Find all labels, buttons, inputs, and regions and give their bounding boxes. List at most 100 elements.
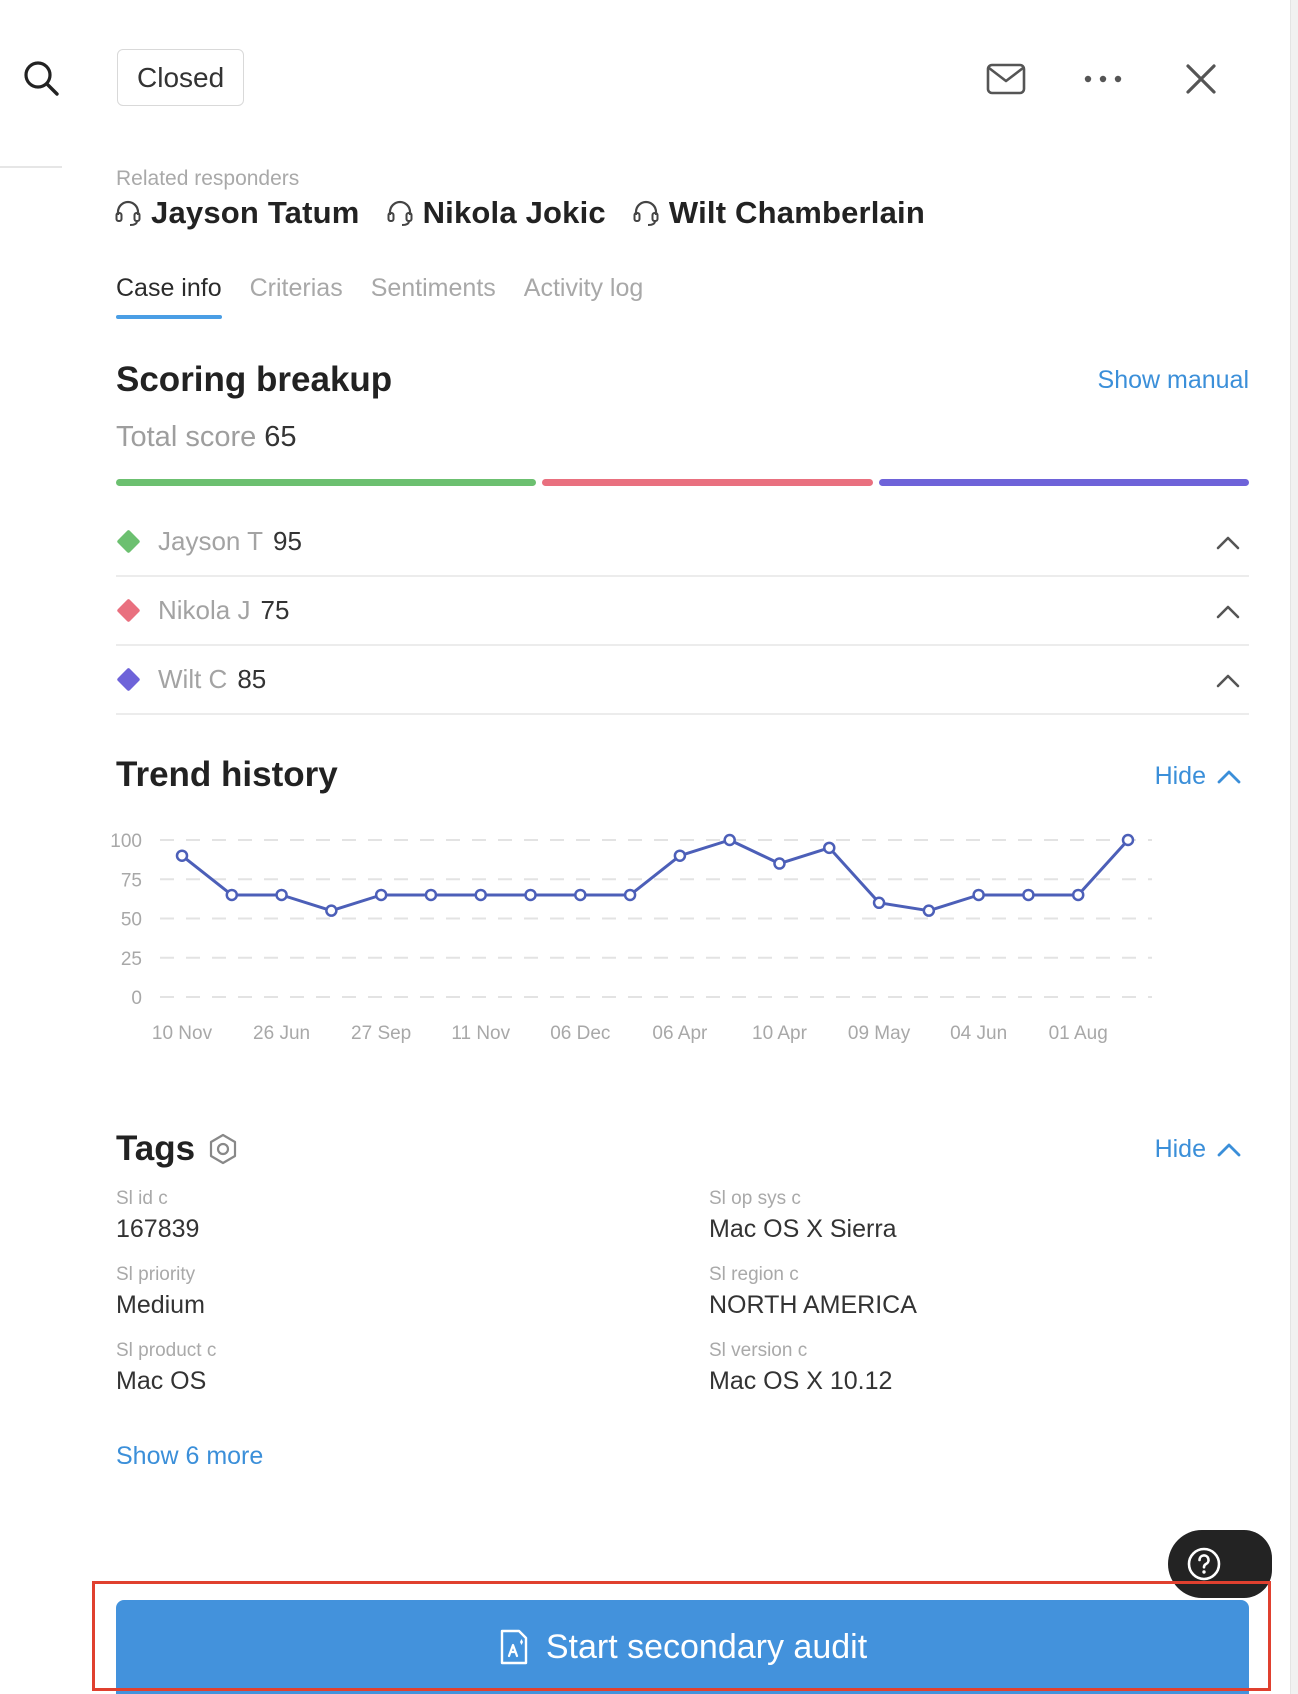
chevron-up-icon[interactable] [1215,530,1241,556]
total-score: Total score 65 [116,421,297,454]
data-point [474,888,487,902]
related-responders-label: Related responders [116,167,300,190]
trend-history-chart: 100 75 50 25 0 10 Nov 26 Jun 27 Sep 11 Nov 06 Dec… [110,831,1152,1044]
data-point [574,888,587,902]
responders-list: Jayson Tatum Nikola Jokic Wilt Chamberla… [114,195,951,231]
hide-trend-button[interactable]: Hide [1155,762,1242,791]
score-row-name: Nikola J [158,595,251,625]
data-point [175,849,189,862]
search-button[interactable] [18,55,64,101]
data-point [374,888,388,902]
start-secondary-audit-label: Start secondary audit [545,1627,868,1666]
chevron-up-icon [1217,770,1241,783]
tag-label: Sl product c [116,1340,217,1361]
tag-value: 167839 [116,1215,200,1243]
left-divider [0,166,62,168]
score-row-value: 85 [237,664,267,694]
x-tick-label: 06 Dec [550,1023,610,1044]
data-point [723,833,736,847]
tag-value: Mac OS [116,1367,207,1395]
y-tick-label: 75 [121,870,142,891]
score-segment-jayson [116,479,536,486]
close-button[interactable] [1176,54,1226,104]
tag-item: Sl version c Mac OS X 10.12 [709,1340,1289,1396]
score-segment-nikola [542,479,873,486]
show-more-tags-link[interactable]: Show 6 more [116,1442,264,1470]
data-point [325,904,338,917]
responder-jayson-tatum[interactable]: Jayson Tatum [114,195,360,231]
data-point [922,904,936,917]
tag-value: Medium [116,1291,205,1319]
show-manual-link[interactable]: Show manual [1097,366,1249,394]
responder-name: Jayson Tatum [151,195,360,230]
status-badge: Closed [117,49,245,106]
tag-value: NORTH AMERICA [709,1291,917,1319]
tag-label: Sl region c [709,1264,799,1285]
data-point [773,857,786,870]
gear-icon[interactable] [207,1133,239,1165]
diamond-icon [116,529,141,554]
score-row-jayson[interactable]: Jayson T 95 [116,508,1249,577]
scoring-breakup-title: Scoring breakup [116,360,393,399]
document-icon [500,1629,528,1665]
diamond-icon [116,667,141,692]
hide-tags-label: Hide [1154,1135,1206,1163]
data-point [1022,888,1035,902]
tab-criterias[interactable]: Criterias [249,274,343,302]
score-row-name: Wilt C [158,664,228,694]
mail-icon [986,63,1026,95]
x-tick-label: 10 Apr [752,1023,808,1044]
x-tick-label: 27 Sep [351,1023,411,1044]
score-row-name: Jayson T [158,526,264,556]
responder-score-list: Jayson T 95 Nikola J 75 Wilt C 85 [116,508,1249,715]
tab-activity-log[interactable]: Activity log [523,274,644,302]
score-row-value: 75 [260,595,290,625]
tags-grid: Sl id c 167839 Sl op sys c Mac OS X Sier… [116,1188,1296,1396]
score-distribution-bar [116,479,1249,486]
panel-edge [1290,0,1298,1694]
more-horizontal-icon [1084,75,1122,83]
responder-nikola-jokic[interactable]: Nikola Jokic [386,195,606,231]
score-row-nikola[interactable]: Nikola J 75 [116,577,1249,646]
score-row-wilt[interactable]: Wilt C 85 [116,646,1249,715]
x-tick-label: 01 Aug [1049,1023,1108,1044]
x-tick-label: 06 Apr [652,1023,708,1044]
headset-icon [633,200,659,226]
score-row-value: 95 [273,526,302,556]
search-icon [24,61,59,96]
responder-wilt-chamberlain[interactable]: Wilt Chamberlain [632,195,925,231]
score-segment-wilt [879,479,1249,486]
data-point [275,888,288,902]
y-tick-label: 100 [110,831,142,852]
x-tick-label: 26 Jun [253,1023,310,1044]
chevron-up-icon[interactable] [1215,599,1241,625]
responder-name: Nikola Jokic [422,195,606,230]
tab-sentiments[interactable]: Sentiments [370,274,496,302]
tags-title: Tags [116,1129,196,1168]
tab-case-info[interactable]: Case info [116,274,222,319]
question-circle-icon [1187,1547,1221,1581]
tab-bar: Case info Criterias Sentiments Activity … [116,274,671,319]
headset-icon [115,200,141,226]
chevron-up-icon[interactable] [1215,668,1241,694]
y-tick-label: 25 [121,949,142,970]
hide-trend-label: Hide [1154,762,1206,790]
trend-history-title: Trend history [116,755,338,794]
tag-item: Sl id c 167839 [116,1188,709,1244]
more-options-button[interactable] [1078,54,1128,104]
responder-name: Wilt Chamberlain [668,195,926,230]
chevron-up-icon [1217,1143,1241,1156]
mail-button[interactable] [981,54,1031,104]
tag-label: Sl id c [116,1188,168,1209]
tag-item: Sl product c Mac OS [116,1340,709,1396]
tag-label: Sl version c [709,1340,808,1361]
start-secondary-audit-button[interactable]: Start secondary audit [116,1600,1249,1694]
x-tick-label: 09 May [848,1023,911,1044]
data-point [225,888,239,902]
data-point [673,849,687,862]
tag-value: Mac OS X 10.12 [709,1367,893,1395]
data-point [972,888,985,902]
hide-tags-button[interactable]: Hide [1155,1135,1242,1164]
series-line [181,838,1130,913]
help-button[interactable] [1168,1530,1272,1598]
